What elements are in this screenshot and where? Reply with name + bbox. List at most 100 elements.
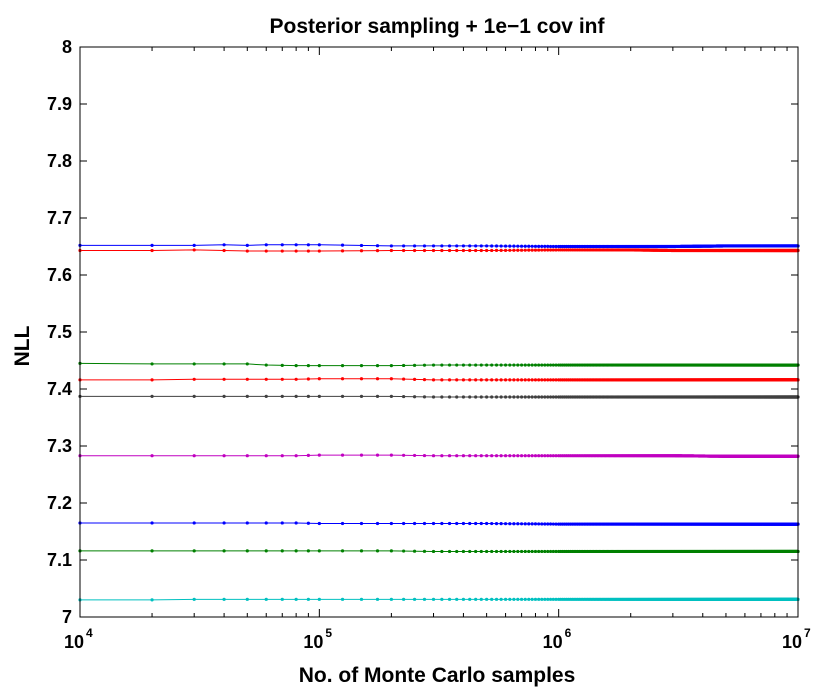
data-point: [490, 521, 494, 526]
data-point: [554, 549, 558, 554]
data-point: [317, 549, 321, 553]
data-point: [440, 395, 444, 399]
data-point: [551, 549, 555, 554]
y-axis-label: NLL: [11, 325, 34, 366]
data-point: [317, 453, 321, 457]
data-point: [519, 363, 524, 367]
data-point: [548, 363, 553, 367]
data-point: [412, 453, 417, 458]
data-point: [523, 248, 527, 252]
data-point: [440, 378, 444, 382]
data-point: [422, 378, 427, 382]
data-point: [389, 597, 393, 601]
y-tick-label: 7.9: [47, 94, 72, 114]
data-point: [543, 522, 547, 526]
x-tick-exponent: 7: [804, 626, 811, 640]
data-point: [479, 244, 483, 248]
data-point: [150, 362, 154, 366]
data-point: [499, 549, 503, 554]
data-point: [317, 249, 321, 253]
data-point: [468, 549, 472, 554]
data-point: [519, 378, 524, 382]
data-point: [440, 597, 444, 601]
data-point: [461, 378, 466, 382]
data-point: [389, 549, 393, 553]
data-point: [554, 454, 558, 458]
data-point: [375, 394, 380, 399]
data-point: [503, 522, 508, 526]
data-point: [447, 521, 452, 526]
data-point: [540, 248, 544, 252]
data-point: [455, 363, 459, 367]
data-point: [499, 395, 503, 399]
data-point: [359, 364, 364, 368]
data-point: [533, 522, 538, 526]
data-point: [447, 597, 452, 601]
data-point: [222, 248, 226, 253]
data-point: [294, 377, 298, 381]
data-point: [523, 597, 527, 601]
data-point: [490, 549, 494, 554]
data-point: [523, 522, 527, 526]
y-tick-label: 8: [62, 37, 72, 57]
data-point: [533, 248, 538, 252]
data-point: [554, 378, 558, 382]
data-point: [540, 549, 544, 554]
data-point: [306, 249, 310, 253]
data-point: [280, 521, 284, 525]
data-point: [508, 244, 512, 248]
series-markers-2: [78, 248, 800, 253]
data-point: [508, 522, 512, 526]
data-point: [389, 248, 393, 253]
data-point: [422, 244, 427, 248]
data-point: [306, 549, 310, 553]
data-point: [512, 549, 516, 554]
data-point: [150, 549, 154, 553]
data-point: [402, 394, 406, 399]
data-point: [412, 377, 417, 381]
data-point: [192, 394, 196, 399]
data-point: [543, 549, 547, 554]
data-point: [530, 549, 534, 554]
data-point: [519, 454, 524, 458]
data-point: [461, 549, 466, 554]
data-point: [551, 597, 555, 601]
data-point: [264, 249, 268, 253]
data-point: [245, 549, 249, 553]
data-point: [412, 248, 417, 253]
data-point: [485, 454, 489, 458]
data-point: [455, 549, 459, 554]
data-point: [402, 453, 406, 457]
data-point: [306, 521, 310, 525]
data-point: [245, 454, 249, 458]
data-point: [490, 248, 494, 253]
data-point: [479, 597, 483, 601]
data-point: [494, 244, 499, 248]
data-point: [474, 363, 478, 367]
data-point: [455, 395, 459, 399]
data-point: [485, 378, 489, 382]
data-point: [340, 394, 345, 399]
data-point: [499, 363, 503, 367]
data-point: [150, 598, 154, 602]
data-point: [537, 378, 541, 382]
data-point: [485, 248, 489, 253]
data-point: [527, 597, 531, 601]
data-point: [499, 244, 503, 248]
data-point: [474, 597, 478, 601]
data-point: [523, 244, 527, 248]
data-point: [402, 244, 406, 248]
data-point: [431, 248, 436, 253]
data-point: [440, 244, 444, 248]
data-point: [530, 454, 534, 458]
data-point: [317, 377, 321, 381]
data-point: [447, 248, 452, 253]
data-point: [317, 521, 321, 526]
data-point: [512, 244, 516, 248]
data-point: [554, 522, 558, 526]
data-point: [359, 453, 364, 457]
data-point: [192, 597, 196, 601]
data-point: [340, 243, 345, 247]
data-point: [461, 244, 466, 248]
data-point: [440, 521, 444, 526]
